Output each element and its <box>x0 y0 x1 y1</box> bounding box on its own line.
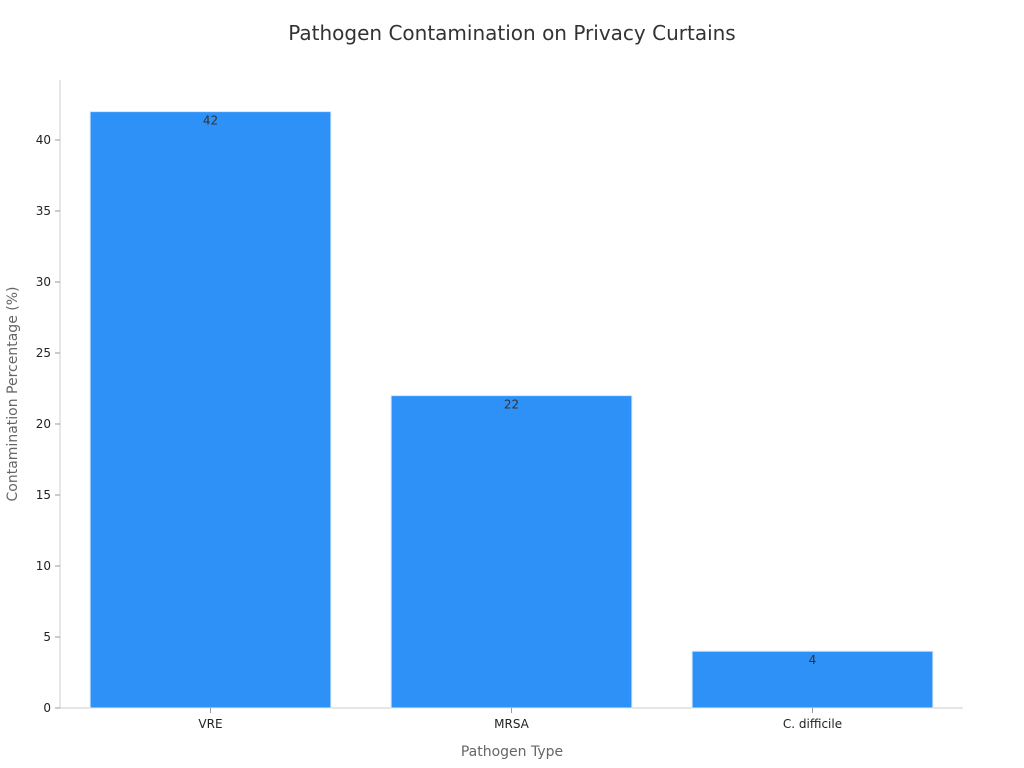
y-axis-label: Contamination Percentage (%) <box>5 287 21 502</box>
bar-value-label: 22 <box>504 398 519 412</box>
bar-value-label: 4 <box>809 653 817 667</box>
y-tick-label: 0 <box>43 701 51 715</box>
y-tick-label: 35 <box>36 204 51 218</box>
y-tick-label: 5 <box>43 630 51 644</box>
y-tick-label: 15 <box>36 488 51 502</box>
y-tick-label: 40 <box>36 133 51 147</box>
y-axis-ticks: 0 5 10 15 20 25 30 35 40 <box>36 133 60 715</box>
y-tick-label: 25 <box>36 346 51 360</box>
x-axis-label: Pathogen Type <box>461 744 563 760</box>
x-tick-label: C. difficile <box>783 717 842 731</box>
y-tick-label: 30 <box>36 275 51 289</box>
x-axis-ticks: VRE MRSA C. difficile <box>198 708 842 731</box>
y-tick-label: 10 <box>36 559 51 573</box>
bar-mrsa[interactable] <box>390 395 633 709</box>
x-tick-label: MRSA <box>494 717 530 731</box>
x-tick-label: VRE <box>198 717 222 731</box>
bar-vre[interactable] <box>89 111 332 709</box>
chart-title: Pathogen Contamination on Privacy Curtai… <box>288 21 735 45</box>
y-tick-label: 20 <box>36 417 51 431</box>
bar-c-difficile[interactable] <box>691 650 934 709</box>
bars: 42 22 4 <box>89 111 934 709</box>
bar-value-label: 42 <box>203 114 218 128</box>
